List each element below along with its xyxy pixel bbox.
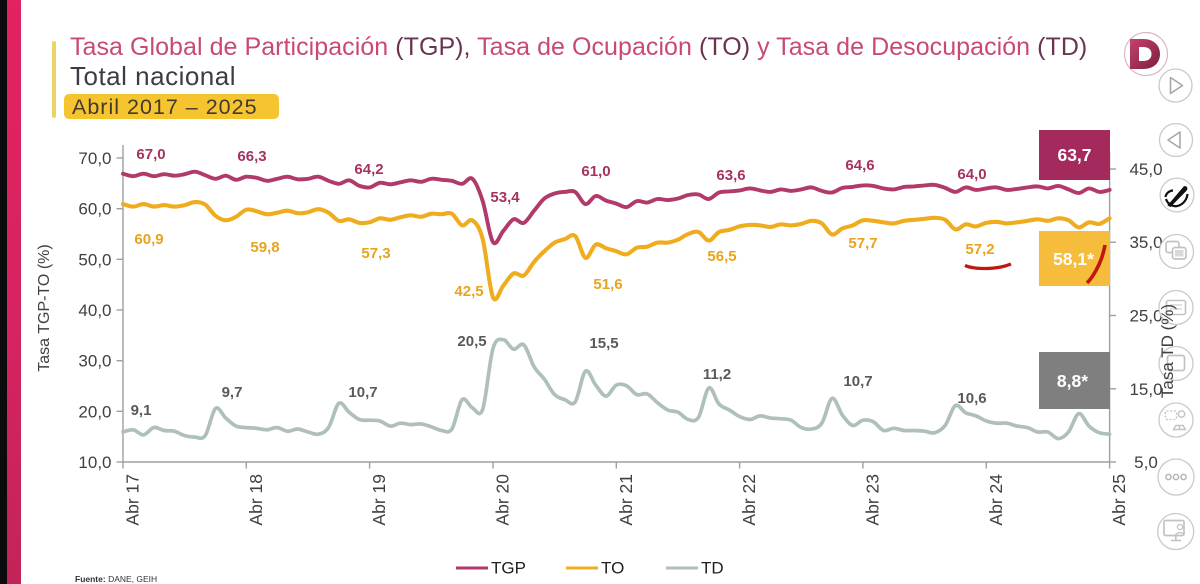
svg-text:Tasa TD (%): Tasa TD (%) — [1158, 304, 1177, 398]
svg-text:51,6: 51,6 — [593, 276, 622, 293]
svg-text:9,7: 9,7 — [222, 384, 243, 401]
svg-text:Abr 21: Abr 21 — [616, 474, 636, 526]
svg-text:11,2: 11,2 — [703, 366, 731, 383]
svg-text:35,0: 35,0 — [1129, 233, 1162, 252]
svg-text:59,8: 59,8 — [250, 239, 279, 256]
svg-text:8,8*: 8,8* — [1057, 371, 1088, 391]
svg-text:40,0: 40,0 — [78, 301, 111, 320]
svg-text:57,2: 57,2 — [965, 241, 994, 258]
svg-text:64,6: 64,6 — [845, 157, 874, 174]
svg-text:20,0: 20,0 — [78, 402, 111, 421]
svg-text:Abr 20: Abr 20 — [493, 474, 513, 526]
svg-text:9,1: 9,1 — [131, 402, 152, 419]
svg-text:10,0: 10,0 — [78, 453, 111, 472]
svg-text:15,0: 15,0 — [1129, 380, 1162, 399]
svg-text:20,5: 20,5 — [457, 333, 486, 350]
svg-text:Fuente: DANE, GEIH: Fuente: DANE, GEIH — [75, 574, 157, 584]
svg-text:61,0: 61,0 — [581, 163, 610, 180]
svg-text:57,7: 57,7 — [848, 235, 877, 252]
svg-text:Abr 19: Abr 19 — [369, 474, 389, 526]
svg-text:30,0: 30,0 — [78, 352, 111, 371]
svg-text:63,6: 63,6 — [716, 167, 745, 184]
svg-text:15,5: 15,5 — [589, 335, 618, 352]
svg-text:Abr 25: Abr 25 — [1109, 474, 1129, 526]
svg-text:57,3: 57,3 — [361, 245, 390, 262]
svg-text:64,0: 64,0 — [957, 166, 986, 183]
svg-text:Abr 22: Abr 22 — [739, 474, 759, 526]
svg-text:70,0: 70,0 — [78, 149, 111, 168]
svg-text:25,0: 25,0 — [1129, 307, 1162, 326]
svg-text:10,7: 10,7 — [348, 384, 377, 401]
svg-text:TGP: TGP — [491, 559, 526, 578]
svg-text:Abr 23: Abr 23 — [862, 474, 882, 526]
svg-text:Abr 18: Abr 18 — [246, 474, 266, 526]
svg-text:64,2: 64,2 — [354, 161, 383, 178]
svg-text:42,5: 42,5 — [454, 283, 483, 300]
svg-text:56,5: 56,5 — [707, 248, 736, 265]
svg-text:5,0: 5,0 — [1134, 453, 1158, 472]
svg-text:TD: TD — [701, 559, 724, 578]
svg-text:10,6: 10,6 — [957, 390, 986, 407]
svg-text:TO: TO — [601, 559, 624, 578]
svg-text:Abr 17: Abr 17 — [123, 474, 143, 526]
svg-text:45,0: 45,0 — [1129, 160, 1162, 179]
svg-text:Abr 24: Abr 24 — [986, 474, 1006, 526]
svg-text:50,0: 50,0 — [78, 250, 111, 269]
svg-text:58,1*: 58,1* — [1053, 249, 1094, 269]
svg-text:63,7: 63,7 — [1057, 145, 1091, 165]
svg-text:60,0: 60,0 — [78, 200, 111, 219]
svg-text:66,3: 66,3 — [237, 148, 266, 165]
svg-text:60,9: 60,9 — [134, 231, 163, 248]
svg-text:53,4: 53,4 — [490, 189, 520, 206]
svg-text:10,7: 10,7 — [843, 373, 872, 390]
svg-text:Tasa TGP-TO (%): Tasa TGP-TO (%) — [36, 244, 53, 371]
svg-text:67,0: 67,0 — [136, 146, 165, 163]
